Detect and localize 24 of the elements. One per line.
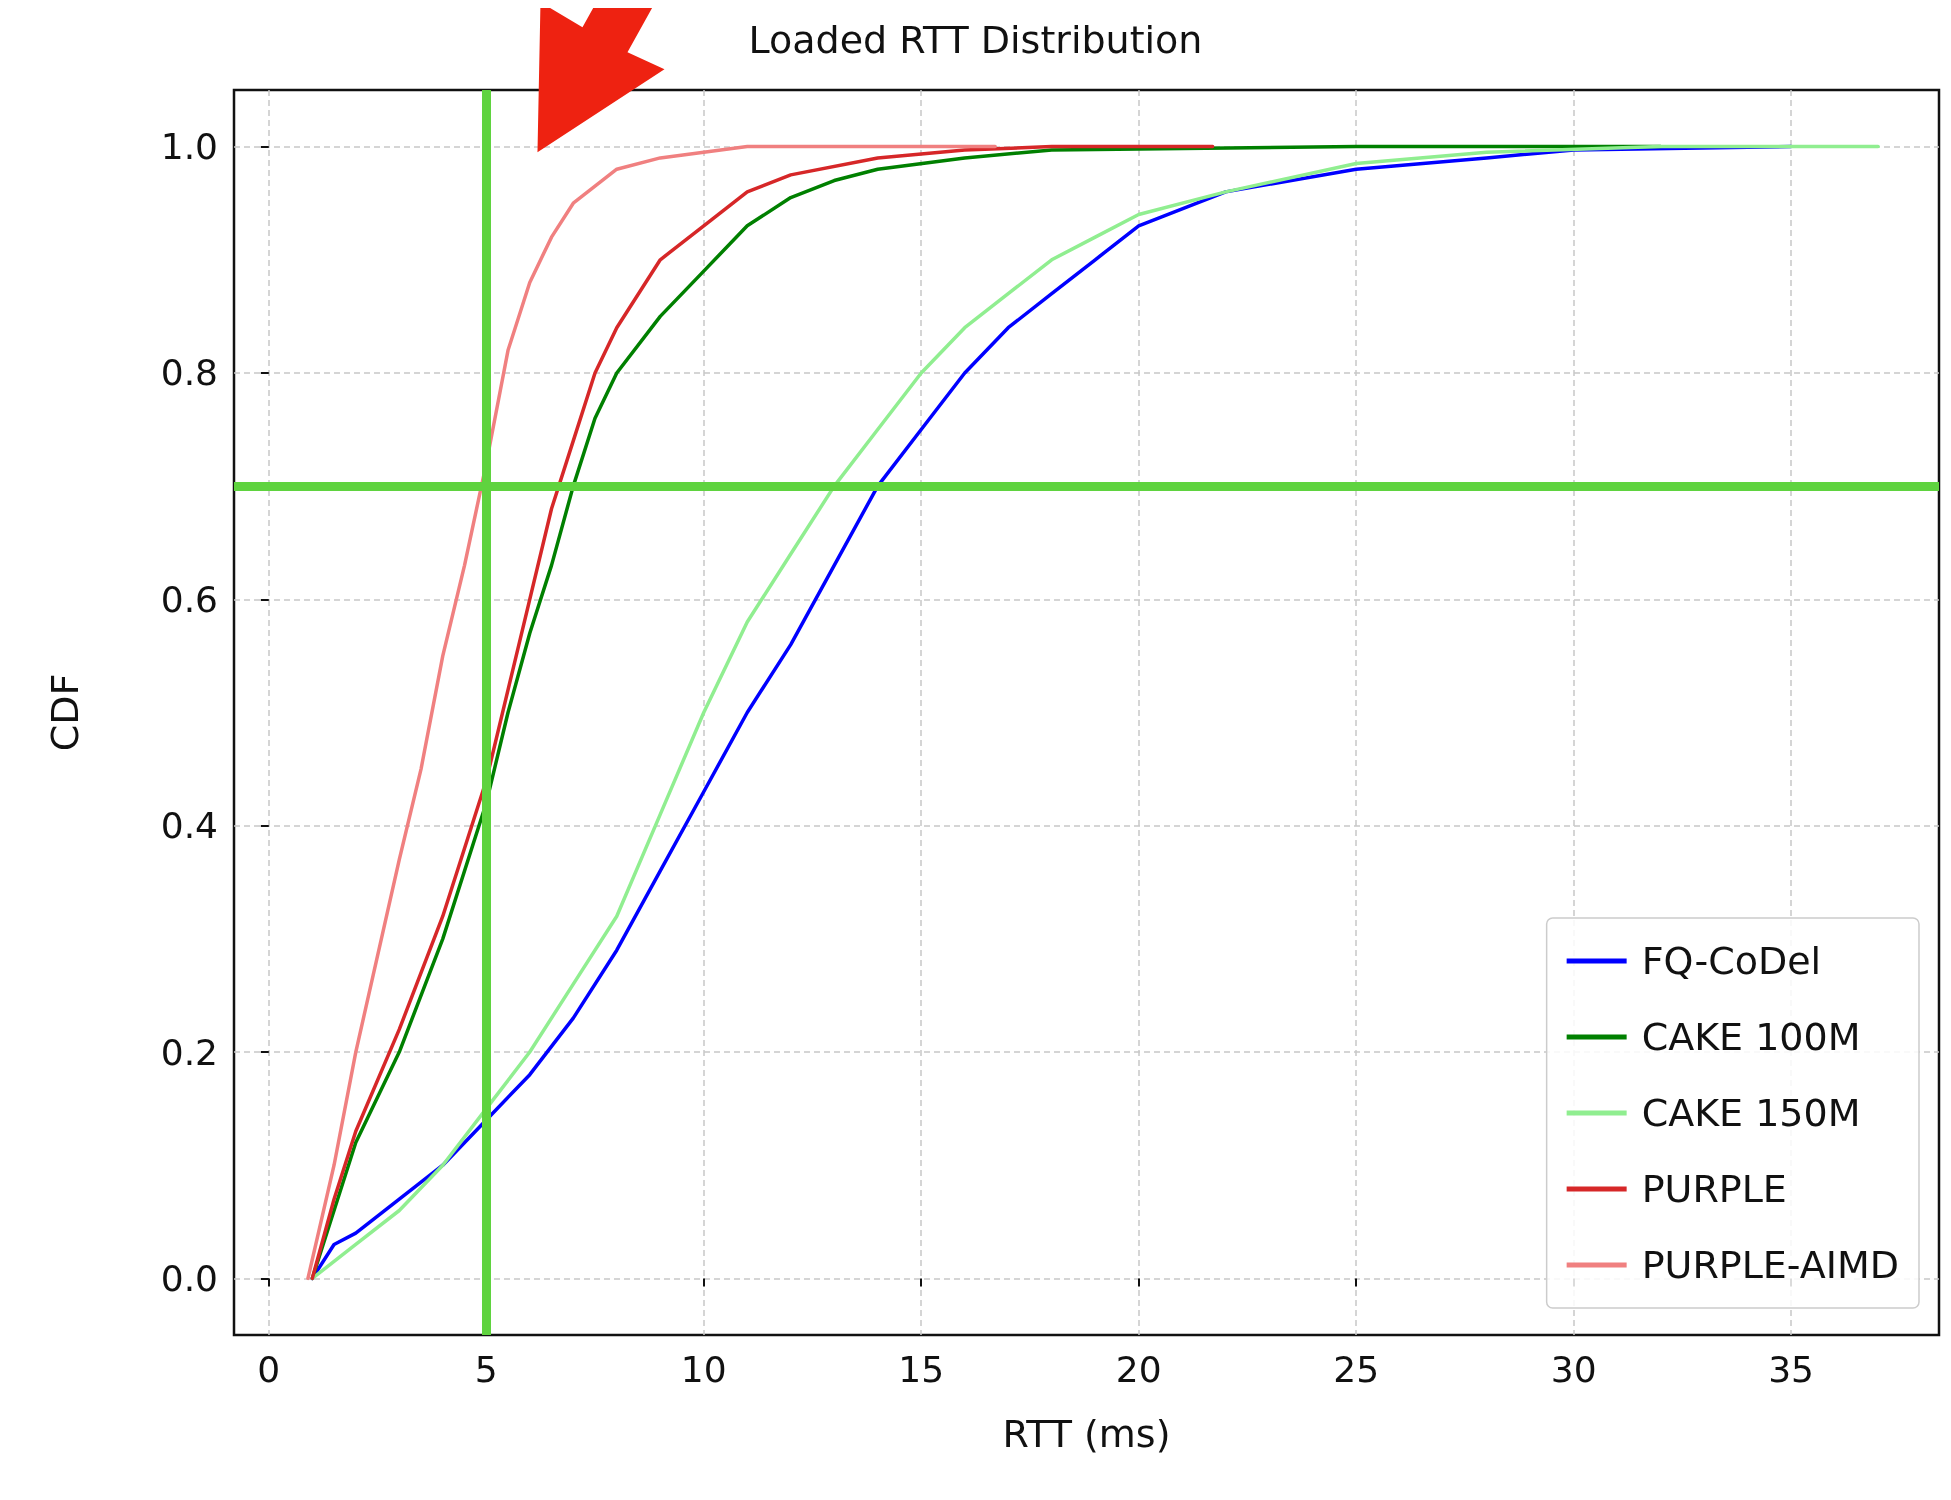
- y-tick-label: 0.6: [160, 578, 218, 620]
- y-axis-title: CDF: [43, 673, 87, 752]
- y-tick-label: 0.0: [160, 1257, 218, 1299]
- legend-label: PURPLE-AIMD: [1641, 1243, 1900, 1287]
- chart-title: Loaded RTT Distribution: [748, 18, 1203, 62]
- legend-label: PURPLE: [1641, 1167, 1787, 1211]
- x-axis-title: RTT (ms): [1002, 1412, 1171, 1456]
- x-tick-label: 10: [680, 1348, 727, 1390]
- y-tick-label: 0.8: [160, 352, 218, 394]
- x-tick-label: 15: [898, 1348, 945, 1390]
- x-tick-label: 0: [257, 1348, 281, 1390]
- x-tick-label: 20: [1115, 1348, 1162, 1390]
- y-tick-label: 0.2: [160, 1031, 218, 1073]
- x-tick-label: 30: [1550, 1348, 1597, 1390]
- y-tick-label: 0.4: [160, 805, 218, 847]
- line-series: [306, 144, 997, 1281]
- x-tick-label: 5: [474, 1348, 498, 1390]
- legend-label: CAKE 100M: [1641, 1015, 1861, 1059]
- legend-label: FQ-CoDel: [1641, 939, 1822, 983]
- x-tick-label: 35: [1768, 1348, 1815, 1390]
- x-tick-label: 25: [1333, 1348, 1380, 1390]
- line-series: [310, 144, 1215, 1281]
- legend-label: CAKE 150M: [1641, 1091, 1861, 1135]
- y-tick-label: 1.0: [160, 126, 218, 168]
